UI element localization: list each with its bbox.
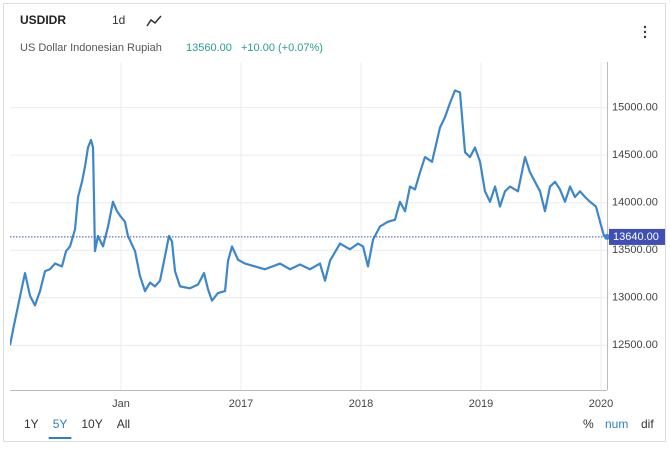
range-button[interactable]: 10Y (81, 417, 102, 431)
display-mode-button[interactable]: num (605, 417, 628, 431)
price-line (10, 89, 607, 346)
display-mode-button[interactable]: dif (641, 417, 654, 431)
x-tick-label: 2020 (589, 398, 613, 410)
range-button[interactable]: 1Y (24, 417, 39, 431)
interval[interactable]: 1d (112, 13, 125, 27)
chart-type-icon[interactable] (146, 15, 162, 27)
y-tick-label: 12500.00 (612, 339, 658, 351)
menu-dot (643, 35, 647, 39)
menu-dot (643, 30, 647, 34)
x-tick-label: Jan (112, 398, 130, 410)
subtitle: US Dollar Indonesian Rupiah (20, 42, 162, 54)
display-mode-button[interactable]: % (583, 417, 594, 431)
y-tick-label: 15000.00 (612, 102, 658, 114)
symbol-title: USDIDR (20, 13, 66, 27)
menu-icon[interactable] (643, 25, 647, 39)
x-tick-label: 2018 (349, 398, 373, 410)
range-button[interactable]: All (117, 417, 130, 431)
x-tick-label: 2017 (229, 398, 253, 410)
x-tick-label: 2019 (469, 398, 493, 410)
y-tick-label: 14500.00 (612, 149, 658, 161)
last-point (604, 233, 610, 240)
range-button[interactable]: 5Y (53, 417, 68, 431)
last-price-label: 13640.00 (613, 231, 659, 243)
price: 13560.00 (186, 42, 232, 54)
y-tick-label: 14000.00 (612, 197, 658, 209)
last-price-box (609, 228, 665, 245)
y-tick-label: 13500.00 (612, 244, 658, 256)
widget-frame (3, 3, 666, 442)
menu-dot (643, 25, 647, 29)
price-change: +10.00 (+0.07%) (241, 42, 323, 54)
y-tick-label: 13000.00 (612, 292, 658, 304)
